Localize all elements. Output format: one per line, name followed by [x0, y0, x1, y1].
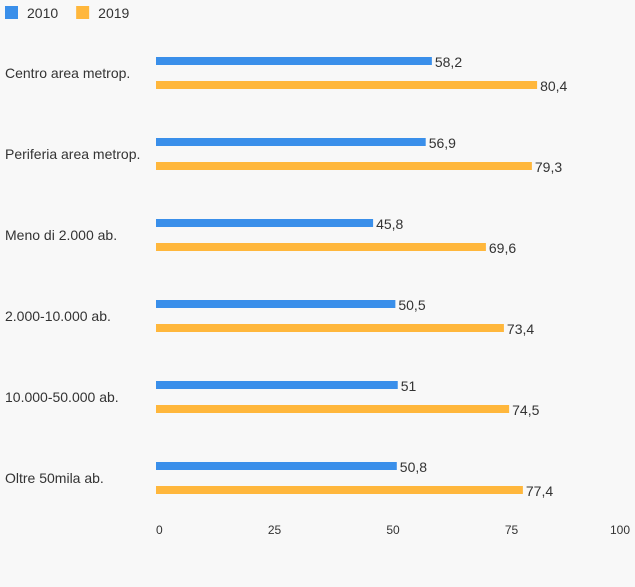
value-label-2010: 50,8	[400, 459, 427, 475]
bar-2019	[156, 243, 486, 251]
category-label: Centro area metrop.	[5, 65, 130, 81]
bar-2019	[156, 81, 538, 89]
value-label-2019: 80,4	[540, 78, 567, 94]
x-tick-label: 50	[386, 523, 400, 537]
value-label-2019: 74,5	[512, 402, 539, 418]
bar-2019	[156, 162, 532, 170]
value-label-2010: 56,9	[429, 135, 456, 151]
value-label-2019: 77,4	[526, 483, 553, 499]
bar-2010	[156, 57, 432, 65]
category-label: Meno di 2.000 ab.	[5, 227, 117, 243]
x-tick-label: 100	[610, 523, 630, 537]
value-label-2010: 51	[401, 378, 417, 394]
legend-label-2019: 2019	[98, 5, 129, 21]
category-label: 2.000-10.000 ab.	[5, 308, 111, 324]
category-label: 10.000-50.000 ab.	[5, 389, 119, 405]
legend-swatch-2019	[76, 6, 90, 19]
bar-2010	[156, 138, 426, 146]
x-tick-label: 0	[156, 523, 163, 537]
value-label-2019: 73,4	[507, 321, 534, 337]
value-label-2010: 50,5	[398, 297, 425, 313]
bar-2010	[156, 381, 398, 389]
bar-2019	[156, 486, 523, 494]
category-label: Periferia area metrop.	[5, 146, 140, 162]
bar-2010	[156, 462, 397, 470]
bar-2019	[156, 324, 504, 332]
value-label-2010: 58,2	[435, 54, 462, 70]
bar-2010	[156, 300, 396, 308]
x-tick-label: 25	[268, 523, 282, 537]
value-label-2019: 79,3	[535, 159, 562, 175]
bar-2019	[156, 405, 510, 413]
bar-2010	[156, 219, 374, 227]
value-label-2019: 69,6	[489, 240, 516, 256]
category-label: Oltre 50mila ab.	[5, 470, 104, 486]
legend-label-2010: 2010	[27, 5, 58, 21]
legend-swatch-2010	[5, 6, 18, 19]
x-tick-label: 75	[505, 523, 519, 537]
value-label-2010: 45,8	[376, 216, 403, 232]
